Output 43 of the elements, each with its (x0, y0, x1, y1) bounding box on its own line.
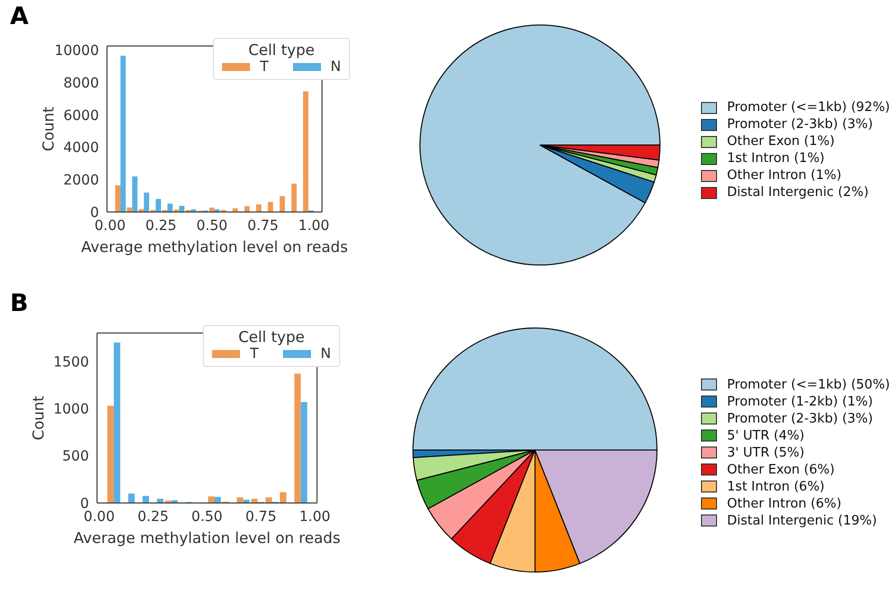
y-tick-label: 1500 (53, 354, 89, 370)
legend-label: N (330, 59, 341, 75)
text: A (10, 2, 29, 30)
legend-label: Promoter (<=1kb) (92%) (727, 100, 890, 115)
legend-label: 5' UTR (4%) (727, 428, 804, 443)
legend-label: Promoter (2-3kb) (3%) (727, 411, 873, 426)
y-tick-label: 10000 (54, 43, 99, 60)
x-axis-title: Average methylation level on reads (74, 529, 341, 547)
legend-label: Other Exon (6%) (727, 462, 835, 477)
y-tick-label: 1000 (53, 402, 89, 418)
y-tick-label: 8000 (63, 75, 99, 92)
legend-label: T (250, 346, 259, 362)
x-tick-label: 0.75 (245, 508, 277, 525)
y-axis-title: Count (29, 396, 48, 440)
x-tick-label: 0.25 (137, 508, 169, 525)
legend-label: 1st Intron (6%) (727, 479, 825, 494)
x-tick-label: 1.00 (298, 218, 330, 234)
legend-label: Promoter (2-3kb) (3%) (727, 117, 873, 132)
x-tick-label: 1.00 (299, 508, 330, 525)
legend-label: Other Intron (6%) (727, 496, 842, 511)
y-tick-label: 500 (62, 448, 89, 465)
y-axis-title: Count (39, 106, 58, 152)
legend-label: Promoter (1-2kb) (1%) (727, 394, 873, 409)
x-tick-label: 0.50 (196, 218, 228, 234)
legend-label: Promoter (<=1kb) (50%) (727, 377, 890, 392)
x-tick-label: 0.50 (191, 508, 223, 525)
x-axis-title: Average methylation level on reads (81, 238, 348, 256)
y-tick-label: 6000 (63, 108, 99, 124)
legend-label: T (260, 59, 269, 75)
legend-title: Cell type (237, 328, 306, 346)
text: B (10, 289, 28, 317)
x-tick-label: 0.75 (247, 218, 278, 234)
legend-label: Distal Intergenic (19%) (727, 513, 877, 528)
x-tick-label: 0.25 (145, 218, 177, 234)
legend-label: 1st Intron (1%) (727, 151, 825, 166)
y-tick-label: 2000 (63, 172, 99, 189)
y-tick-label: 4000 (63, 140, 99, 156)
legend-title: Cell type (247, 41, 316, 59)
legend-label: Distal Intergenic (2%) (727, 185, 869, 200)
legend-label: 3' UTR (5%) (727, 445, 804, 460)
legend-label: Other Exon (1%) (727, 134, 835, 149)
legend-label: N (320, 346, 331, 362)
legend-label: Other Intron (1%) (727, 168, 842, 183)
